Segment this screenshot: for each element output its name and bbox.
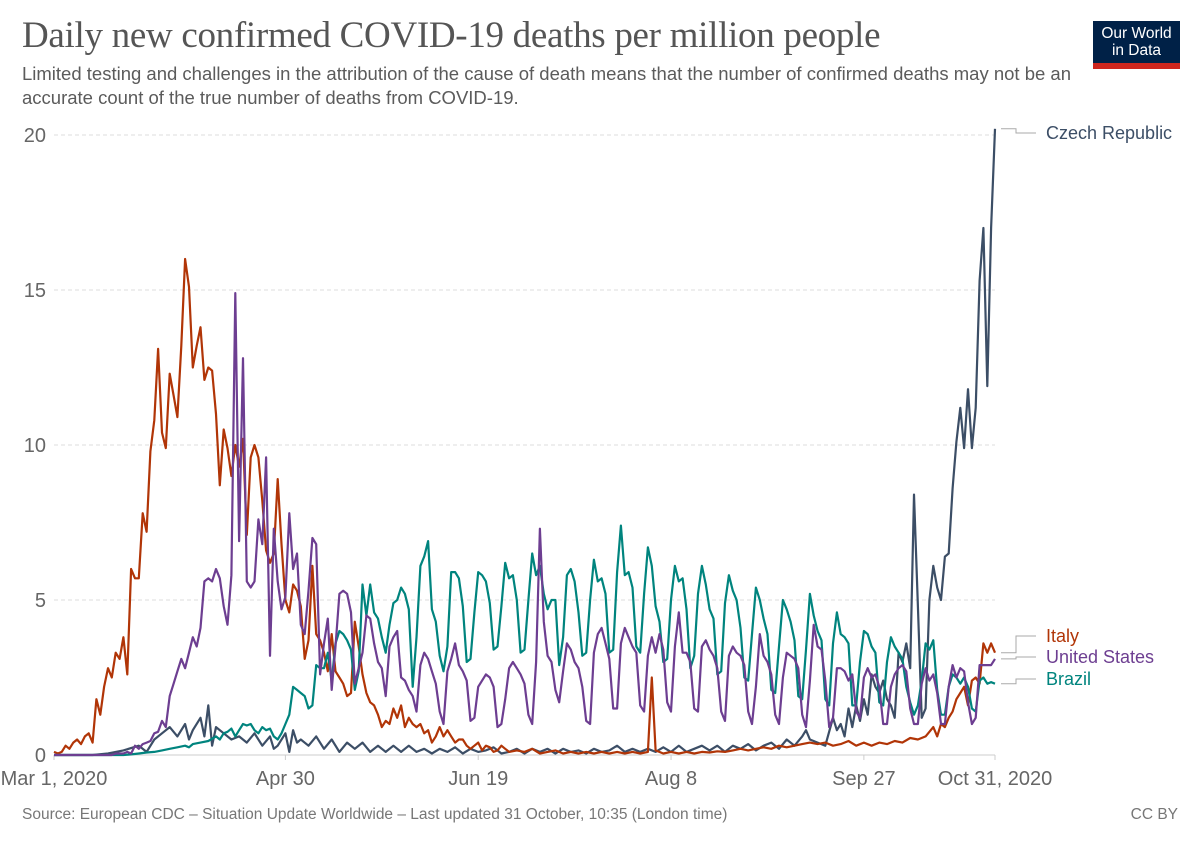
label-leader-line	[1001, 128, 1036, 134]
series-line-italy[interactable]	[53, 257, 997, 755]
owid-logo[interactable]: Our World in Data	[1093, 21, 1180, 69]
line-label-czech-republic[interactable]: Czech Republic	[1046, 123, 1172, 143]
series-lines	[53, 128, 997, 757]
label-leader-line	[1001, 635, 1036, 654]
chart-title: Daily new confirmed COVID-19 deaths per …	[22, 15, 881, 56]
line-label-italy[interactable]: Italy	[1046, 626, 1079, 646]
y-axis-ticks: 0 5 10 15 20	[24, 125, 46, 767]
x-tick-label: Apr 30	[256, 768, 315, 790]
x-tick-label: Mar 1, 2020	[1, 768, 108, 790]
line-label-brazil[interactable]: Brazil	[1046, 669, 1091, 689]
x-axis: Mar 1, 2020 Apr 30 Jun 19 Aug 8 Sep 27 Oct 31…	[1, 754, 1053, 790]
series-line-czech-republic[interactable]	[54, 128, 997, 757]
line-label-united-states[interactable]: United States	[1046, 647, 1154, 667]
label-leader-line	[1001, 656, 1036, 660]
x-tick-label: Oct 31, 2020	[938, 768, 1053, 790]
x-tick-label: Jun 19	[448, 768, 508, 790]
series-line-united-states[interactable]	[54, 292, 996, 757]
source-note: Source: European CDC – Situation Update …	[22, 806, 728, 823]
gridlines	[54, 134, 995, 601]
license-link[interactable]: CC BY	[1130, 806, 1178, 823]
y-tick-label: 5	[35, 590, 46, 612]
label-leader-line	[1001, 678, 1036, 685]
y-tick-label: 15	[24, 280, 46, 302]
x-tick-label: Aug 8	[645, 768, 697, 790]
y-tick-label: 20	[24, 125, 46, 147]
y-tick-label: 10	[24, 435, 46, 457]
y-tick-label: 0	[35, 745, 46, 767]
logo-line-2: in Data	[1111, 42, 1162, 59]
x-tick-label: Sep 27	[832, 768, 895, 790]
logo-line-1: Our World	[1101, 25, 1172, 42]
chart-subtitle: Limited testing and challenges in the at…	[22, 63, 1071, 108]
